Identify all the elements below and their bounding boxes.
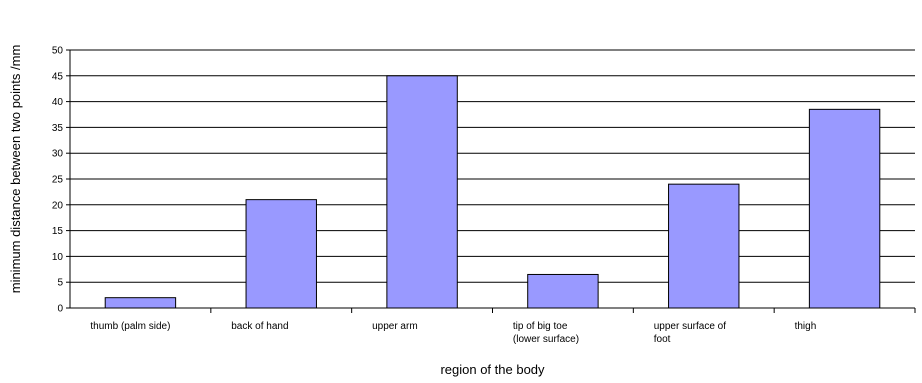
y-tick-label: 25: [52, 175, 64, 186]
y-tick-labels: 0 5 10 15 20 25 30 35 40 45 50: [52, 46, 64, 315]
y-tick-label: 20: [52, 200, 64, 211]
bar: [527, 273, 599, 309]
y-tick-label: 10: [52, 252, 64, 263]
y-axis-title: minimum distance between two points /mm: [8, 45, 23, 294]
bar: [808, 108, 881, 309]
x-category-labels: thumb (palm side) back of hand upper arm ti…: [90, 321, 816, 345]
y-tick-label: 0: [57, 304, 63, 315]
x-axis-title: region of the body: [440, 362, 545, 377]
bar: [104, 297, 177, 309]
x-category-label: tip of big toe (lower surface): [513, 321, 579, 345]
bar: [245, 199, 317, 309]
x-category-label: thumb (palm side): [90, 321, 170, 332]
y-tick-label: 50: [52, 46, 64, 57]
x-category-label: upper arm: [372, 321, 418, 332]
x-category-label: thigh: [795, 321, 817, 332]
y-tick-label: 45: [52, 71, 64, 82]
bar: [668, 183, 740, 309]
x-category-label: back of hand: [231, 321, 288, 332]
x-category-label: upper surface of foot: [654, 321, 726, 345]
bar: [386, 75, 458, 309]
y-tick-label: 5: [57, 278, 63, 289]
y-tick-label: 40: [52, 97, 64, 108]
y-tick-label: 15: [52, 226, 64, 237]
y-tick-label: 35: [52, 123, 64, 134]
gridlines: [70, 49, 915, 283]
axes: [66, 49, 916, 313]
bars: [104, 75, 881, 309]
y-tick-label: 30: [52, 149, 64, 160]
